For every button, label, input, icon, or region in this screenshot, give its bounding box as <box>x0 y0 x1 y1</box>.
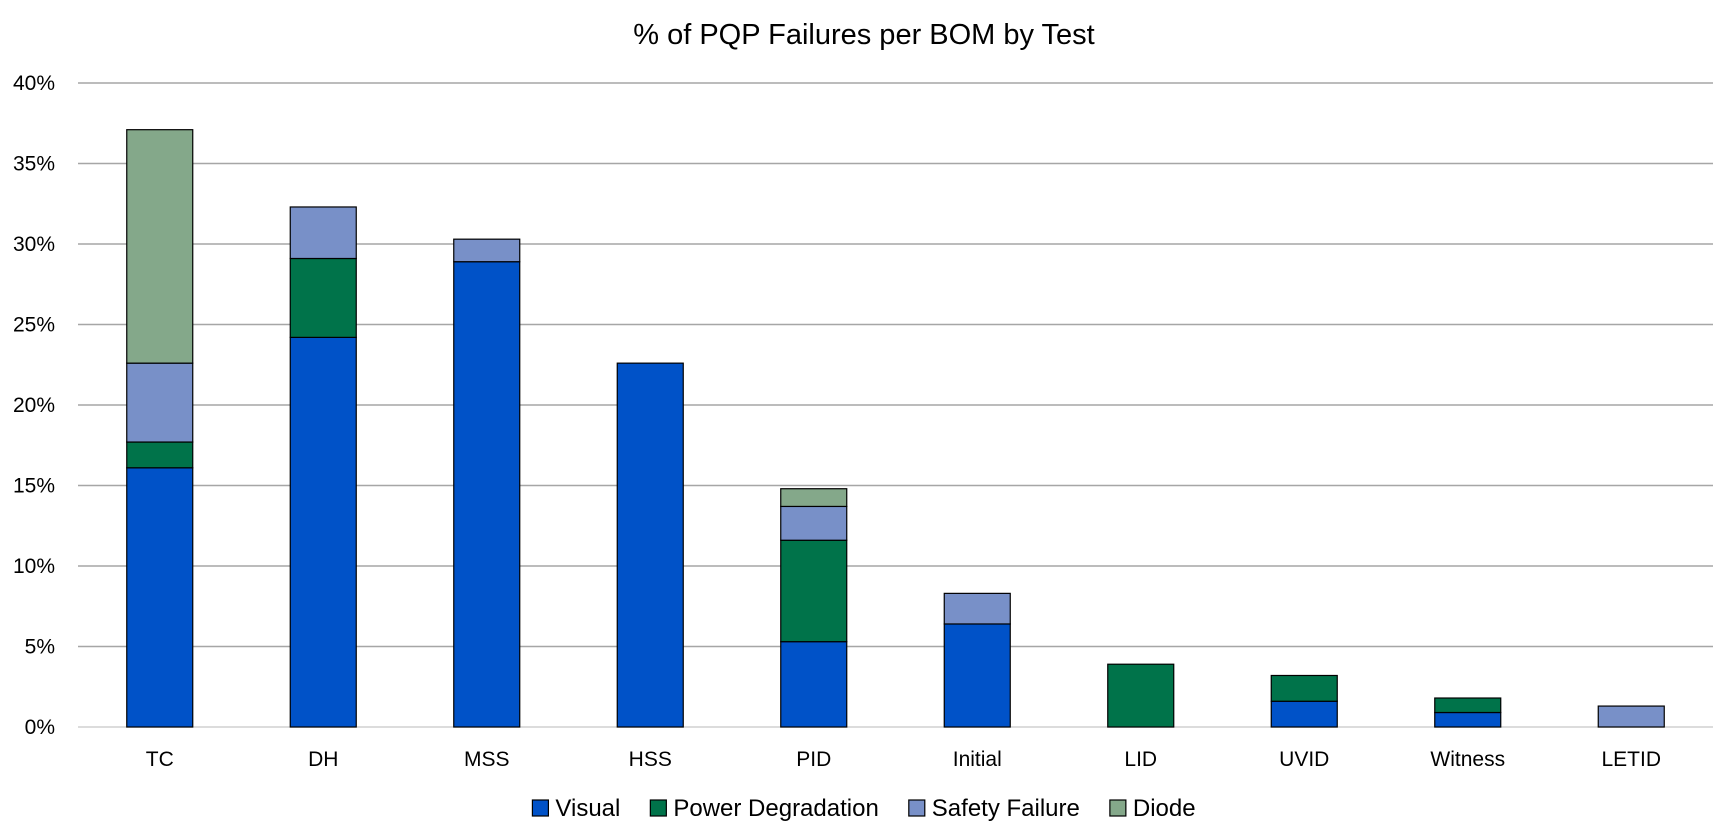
bar-mss-visual <box>453 261 521 728</box>
bar-hss-visual <box>616 362 684 728</box>
y-tick-label-25: 25% <box>13 314 55 337</box>
bar-pid-visual <box>780 641 848 728</box>
bar-dh-power-degradation <box>289 257 357 338</box>
bar-witness-visual <box>1434 711 1502 728</box>
legend-label-power-degradation: Power Degradation <box>673 795 878 822</box>
y-axis-ticks: 0% 5% 10% 15% 20% 25% 30% 35% 40% <box>13 72 55 739</box>
bar-initial-visual <box>943 623 1011 728</box>
x-tick-label-mss: MSS <box>464 748 510 771</box>
bar-pid-diode <box>780 488 848 508</box>
legend-swatch-power-degradation <box>649 799 667 817</box>
bar-lid-power-degradation <box>1107 663 1175 728</box>
x-axis-categories: TC DH MSS HSS PID Initial LID UVID Witness LETID <box>146 748 1661 771</box>
bar-stack-initial <box>943 592 1011 728</box>
legend: Visual Power Degradation Safety Failure Dio… <box>531 795 1196 822</box>
bar-stack-witness <box>1434 697 1502 728</box>
x-tick-label-uvid: UVID <box>1279 748 1329 771</box>
x-tick-label-initial: Initial <box>953 748 1002 771</box>
y-tick-label-30: 30% <box>13 233 55 256</box>
bar-tc-safety-failure <box>126 362 194 443</box>
bar-stack-lid <box>1107 663 1175 728</box>
bar-mss-safety-failure <box>453 238 521 263</box>
bar-tc-power-degradation <box>126 441 194 469</box>
y-tick-label-5: 5% <box>25 636 55 659</box>
y-tick-label-10: 10% <box>13 555 55 578</box>
bar-uvid-visual <box>1270 700 1338 728</box>
bar-stack-pid <box>780 488 848 728</box>
bar-letid-safety-failure <box>1597 705 1665 728</box>
bar-initial-safety-failure <box>943 592 1011 625</box>
legend-swatch-safety-failure <box>908 799 926 817</box>
y-tick-label-20: 20% <box>13 394 55 417</box>
bar-dh-visual <box>289 336 357 728</box>
bar-pid-safety-failure <box>780 505 848 541</box>
x-tick-label-pid: PID <box>796 748 831 771</box>
bars <box>126 129 1665 728</box>
chart-title: % of PQP Failures per BOM by Test <box>633 19 1095 51</box>
bar-dh-safety-failure <box>289 206 357 260</box>
x-tick-label-hss: HSS <box>629 748 672 771</box>
bar-stack-hss <box>616 362 684 728</box>
bar-stack-dh <box>289 206 357 728</box>
x-tick-label-tc: TC <box>146 748 174 771</box>
bar-stack-tc <box>126 129 194 728</box>
bar-stack-uvid <box>1270 674 1338 728</box>
x-tick-label-witness: Witness <box>1430 748 1505 771</box>
y-tick-label-35: 35% <box>13 153 55 176</box>
x-tick-label-letid: LETID <box>1601 748 1661 771</box>
legend-label-safety-failure: Safety Failure <box>932 795 1080 822</box>
bar-stack-letid <box>1597 705 1665 728</box>
legend-label-visual: Visual <box>555 795 620 822</box>
bar-witness-power-degradation <box>1434 697 1502 714</box>
x-tick-label-lid: LID <box>1124 748 1157 771</box>
y-tick-label-0: 0% <box>25 716 55 739</box>
bar-tc-visual <box>126 467 194 728</box>
bar-pid-power-degradation <box>780 539 848 643</box>
legend-swatch-visual <box>531 799 550 817</box>
bar-tc-diode <box>126 129 194 364</box>
legend-label-diode: Diode <box>1133 795 1196 822</box>
bar-stack-mss <box>453 238 521 728</box>
legend-swatch-diode <box>1109 799 1127 817</box>
x-tick-label-dh: DH <box>308 748 338 771</box>
y-tick-label-15: 15% <box>13 475 55 498</box>
y-tick-label-40: 40% <box>13 72 55 95</box>
bar-uvid-power-degradation <box>1270 674 1338 702</box>
